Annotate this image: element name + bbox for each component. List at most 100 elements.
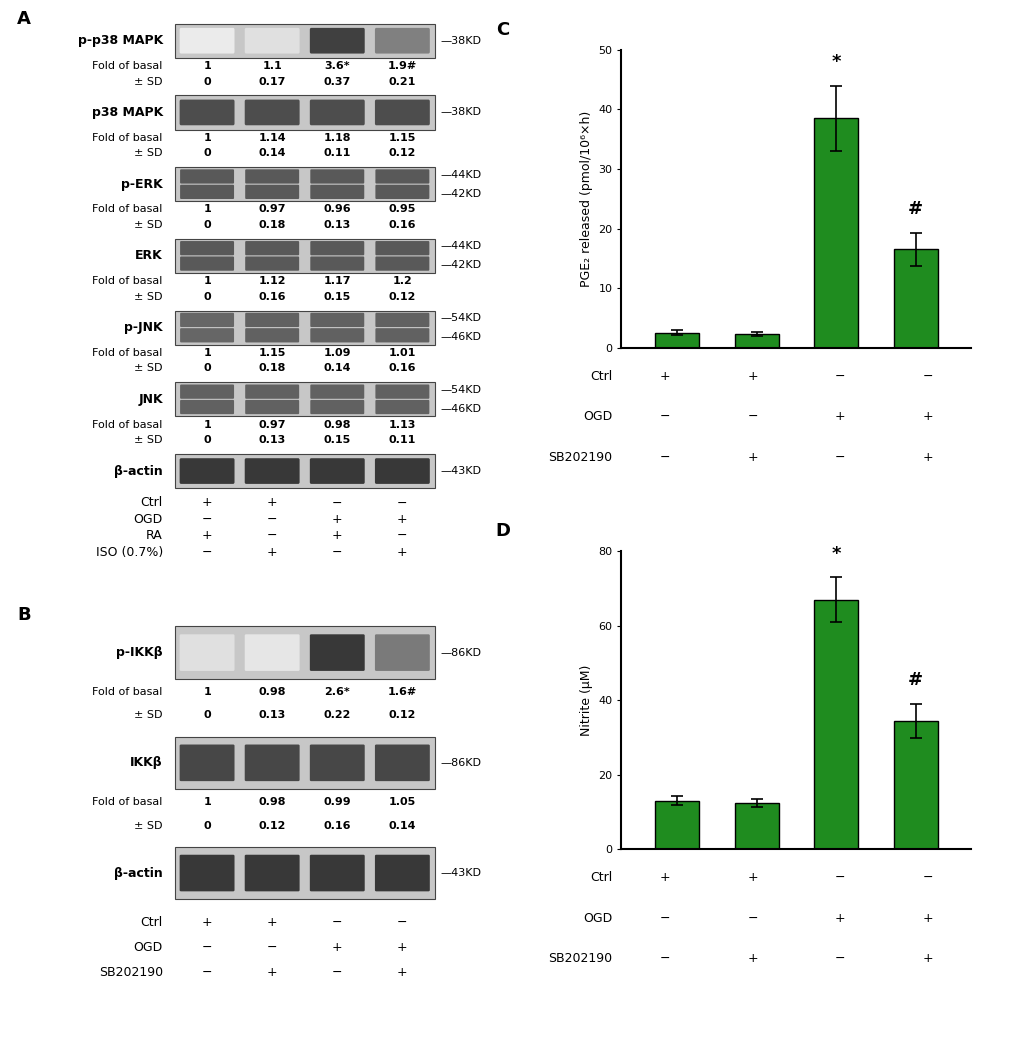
Text: 0: 0 [203,711,211,720]
Bar [174,454,434,488]
Text: 1.15: 1.15 [388,133,416,143]
FancyBboxPatch shape [375,241,429,255]
Text: 1: 1 [203,133,211,143]
FancyBboxPatch shape [310,385,364,399]
Text: p-JNK: p-JNK [124,321,163,334]
FancyBboxPatch shape [310,400,364,414]
Text: 0.97: 0.97 [258,205,285,214]
Text: +: + [659,370,669,382]
Text: 0.18: 0.18 [258,364,285,373]
Text: −: − [396,496,408,510]
Text: ± SD: ± SD [135,435,163,445]
FancyBboxPatch shape [375,185,429,199]
Text: 0: 0 [203,820,211,831]
FancyBboxPatch shape [375,99,429,125]
Text: OGD: OGD [583,911,611,925]
Text: ± SD: ± SD [135,292,163,302]
FancyBboxPatch shape [179,99,234,125]
Text: ± SD: ± SD [135,148,163,158]
Text: 0.37: 0.37 [323,76,351,87]
Text: 3.6*: 3.6* [324,61,350,71]
FancyBboxPatch shape [245,400,299,414]
Text: Fold of basal: Fold of basal [93,796,163,807]
Text: Fold of basal: Fold of basal [93,348,163,358]
FancyBboxPatch shape [180,328,233,343]
Text: 1.2: 1.2 [392,276,412,286]
Bar [174,95,434,130]
Text: −: − [332,967,342,979]
FancyBboxPatch shape [180,312,233,327]
Text: +: + [659,872,669,884]
FancyBboxPatch shape [179,855,234,891]
Text: Fold of basal: Fold of basal [93,205,163,214]
FancyBboxPatch shape [180,385,233,399]
Text: 1.12: 1.12 [258,276,285,286]
Text: 0.14: 0.14 [388,820,416,831]
Text: ± SD: ± SD [135,711,163,720]
Text: −: − [332,915,342,929]
Text: —38KD: —38KD [440,108,481,117]
FancyBboxPatch shape [375,169,429,184]
Text: −: − [332,545,342,559]
Text: Ctrl: Ctrl [590,370,611,382]
Text: 0.12: 0.12 [388,292,416,302]
Text: Ctrl: Ctrl [590,872,611,884]
FancyBboxPatch shape [375,256,429,271]
FancyBboxPatch shape [180,256,233,271]
Text: −: − [659,911,669,925]
Text: SB202190: SB202190 [548,952,611,966]
Text: 1: 1 [203,420,211,429]
Text: 0.16: 0.16 [258,292,285,302]
Text: 0.99: 0.99 [323,796,351,807]
FancyBboxPatch shape [245,744,300,781]
Text: 1: 1 [203,796,211,807]
FancyBboxPatch shape [179,744,234,781]
FancyBboxPatch shape [245,634,300,671]
Text: −: − [921,872,932,884]
FancyBboxPatch shape [375,28,429,53]
Text: 0.22: 0.22 [323,711,351,720]
FancyBboxPatch shape [180,400,233,414]
FancyBboxPatch shape [180,169,233,184]
Text: 0.16: 0.16 [388,219,416,230]
Text: +: + [396,940,408,954]
Text: β-actin: β-actin [114,866,163,880]
Text: +: + [267,545,277,559]
Text: 0: 0 [203,76,211,87]
Text: 1.09: 1.09 [323,348,351,358]
Text: —46KD: —46KD [440,404,481,414]
FancyBboxPatch shape [245,328,299,343]
Text: ± SD: ± SD [135,364,163,373]
Text: p-IKKβ: p-IKKβ [116,646,163,659]
Text: −: − [396,915,408,929]
Text: 0.14: 0.14 [258,148,285,158]
Text: OGD: OGD [133,513,163,526]
Text: 0.16: 0.16 [388,364,416,373]
Text: +: + [747,370,757,382]
FancyBboxPatch shape [180,241,233,255]
Text: RA: RA [146,530,163,542]
Bar [174,737,434,789]
FancyBboxPatch shape [310,458,365,484]
FancyBboxPatch shape [310,185,364,199]
Text: 0.11: 0.11 [388,435,416,445]
Text: +: + [747,872,757,884]
Text: +: + [331,940,342,954]
Text: −: − [202,513,212,526]
FancyBboxPatch shape [310,312,364,327]
Text: −: − [202,967,212,979]
FancyBboxPatch shape [375,385,429,399]
FancyBboxPatch shape [375,634,429,671]
Text: 0.98: 0.98 [258,687,285,697]
Bar [174,24,434,57]
Text: —46KD: —46KD [440,332,481,342]
Text: −: − [835,450,845,464]
FancyBboxPatch shape [375,328,429,343]
Text: 1: 1 [203,348,211,358]
FancyBboxPatch shape [245,241,299,255]
FancyBboxPatch shape [310,855,365,891]
Text: —43KD: —43KD [440,868,481,878]
Text: 0.15: 0.15 [323,435,351,445]
FancyBboxPatch shape [245,99,300,125]
Text: —42KD: —42KD [440,260,481,271]
